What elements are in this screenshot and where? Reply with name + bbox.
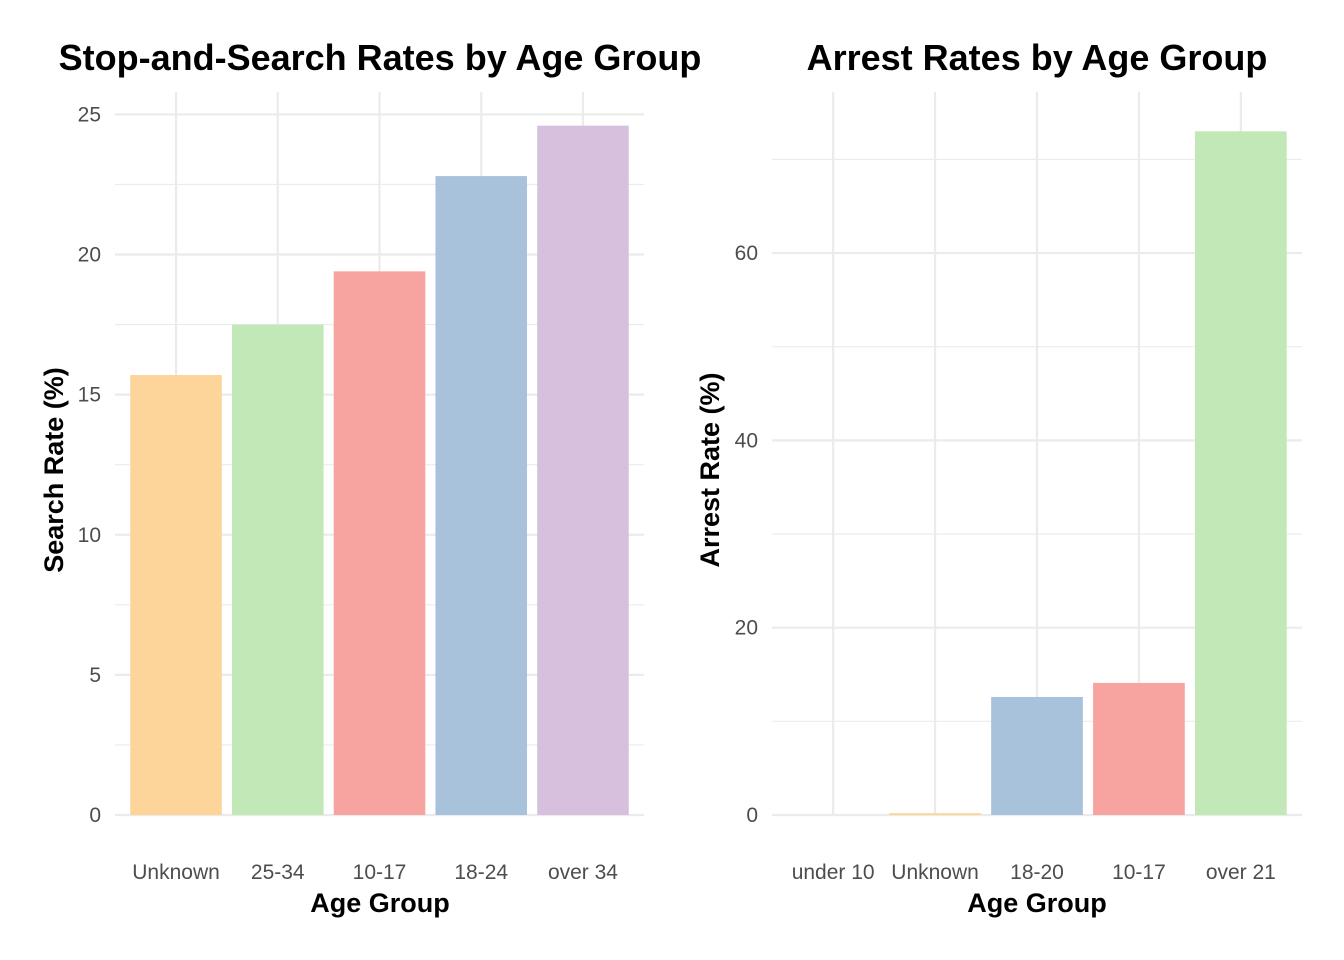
x-tick-label: over 34 xyxy=(548,861,618,884)
x-tick-labels: under 10 Unknown 18-20 10-17 over 21 xyxy=(792,861,1276,884)
bar xyxy=(231,324,324,815)
bars xyxy=(889,131,1287,815)
x-tick-label: 18-24 xyxy=(454,861,508,884)
x-axis-title: Age Group xyxy=(310,888,450,918)
y-axis-title: Search Rate (%) xyxy=(39,367,69,573)
x-tick-label: 25-34 xyxy=(251,861,305,884)
y-tick-label: 15 xyxy=(78,384,101,407)
y-tick-label: 25 xyxy=(78,103,101,126)
x-axis-title: Age Group xyxy=(967,888,1107,918)
y-tick-label: 60 xyxy=(735,242,758,265)
x-tick-label: 10-17 xyxy=(1112,861,1166,884)
x-tick-label: 18-20 xyxy=(1010,861,1064,884)
y-tick-labels: 0 5 10 15 20 25 xyxy=(78,103,101,827)
y-tick-label: 0 xyxy=(746,804,758,827)
arrest-rate-chart: Arrest Rates by Age Group 0 20 40 60 under … xyxy=(695,37,1302,918)
bar xyxy=(435,176,528,815)
bar xyxy=(1093,682,1185,815)
x-tick-label: 10-17 xyxy=(353,861,407,884)
bar xyxy=(537,125,629,815)
y-tick-label: 40 xyxy=(735,429,758,452)
x-tick-label: under 10 xyxy=(792,861,875,884)
bar xyxy=(889,813,981,815)
x-tick-label: Unknown xyxy=(132,861,220,884)
x-tick-label: over 21 xyxy=(1206,861,1276,884)
y-tick-label: 10 xyxy=(78,524,101,547)
y-tick-labels: 0 20 40 60 xyxy=(735,242,758,827)
chart-title: Stop-and-Search Rates by Age Group xyxy=(59,37,702,78)
bar xyxy=(333,271,426,815)
y-tick-label: 5 xyxy=(89,664,101,687)
bars xyxy=(130,125,629,815)
bar xyxy=(991,696,1083,815)
y-tick-label: 20 xyxy=(78,244,101,267)
bar xyxy=(1194,131,1287,815)
y-tick-label: 20 xyxy=(735,617,758,640)
y-tick-label: 0 xyxy=(89,804,101,827)
x-tick-labels: Unknown 25-34 10-17 18-24 over 34 xyxy=(132,861,618,884)
bar xyxy=(130,375,222,815)
chart-title: Arrest Rates by Age Group xyxy=(807,37,1268,78)
x-tick-label: Unknown xyxy=(891,861,979,884)
search-rate-chart: Stop-and-Search Rates by Age Group 0 5 10 1… xyxy=(39,37,701,918)
y-axis-title: Arrest Rate (%) xyxy=(695,372,725,567)
